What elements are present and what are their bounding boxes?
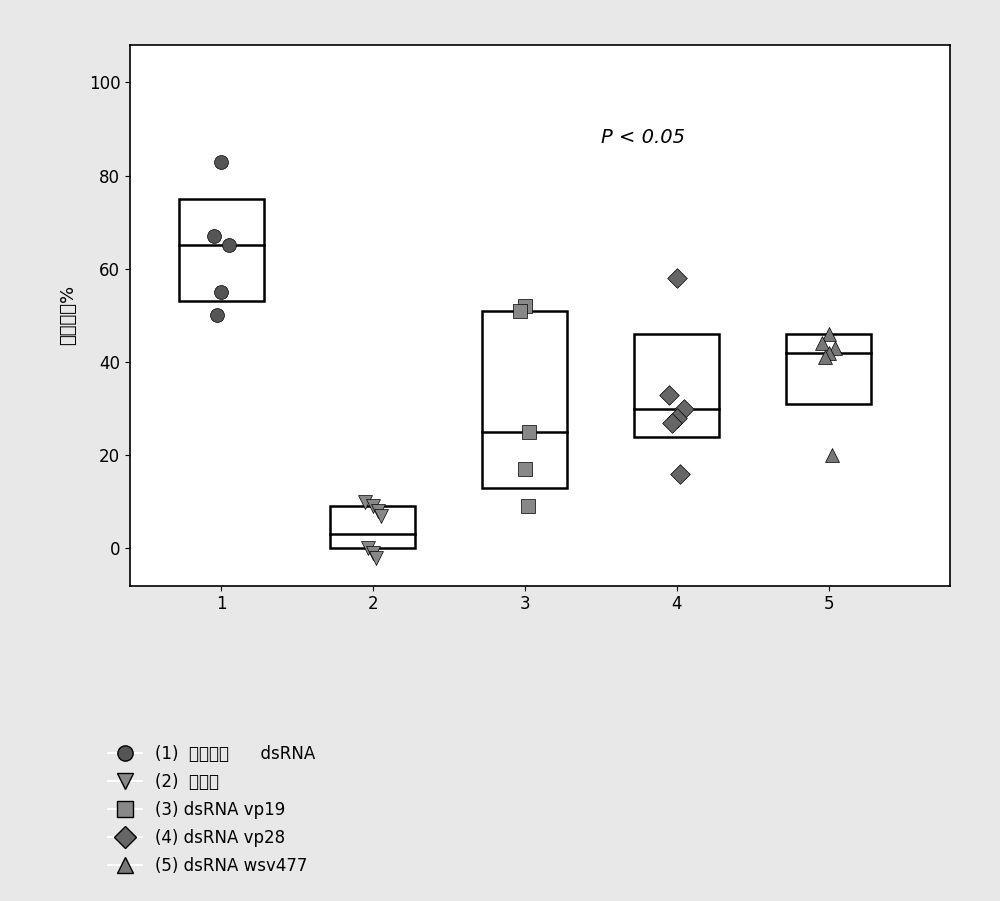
Point: [827, 341, 843, 355]
Point: [368, 551, 384, 565]
Bar: [179, 199, 264, 301]
Point: [520, 499, 536, 514]
Y-axis label: 死亡率，%: 死亡率，%: [60, 286, 78, 345]
Point: [664, 415, 680, 430]
Point: [370, 504, 386, 518]
Point: [206, 229, 222, 243]
Point: [521, 424, 537, 439]
Point: [517, 462, 533, 477]
Point: [821, 327, 837, 341]
Point: [669, 271, 685, 286]
Point: [213, 154, 229, 168]
Point: [213, 285, 229, 299]
Point: [365, 546, 381, 560]
Point: [373, 508, 389, 523]
Point: [814, 336, 830, 350]
Point: [824, 448, 840, 462]
Bar: [634, 334, 719, 436]
Point: [517, 299, 533, 314]
Point: [676, 401, 692, 415]
Legend: (1)  非特异性      dsRNA, (2)  无攻击, (3) dsRNA vp19, (4) dsRNA vp28, (5) dsRNA wsv477: (1) 非特异性 dsRNA, (2) 无攻击, (3) dsRNA vp19,…: [108, 744, 315, 875]
Point: [817, 350, 833, 365]
Bar: [330, 506, 415, 549]
Bar: [482, 311, 567, 487]
Point: [357, 495, 373, 509]
Point: [672, 467, 688, 481]
Text: P < 0.05: P < 0.05: [601, 128, 685, 147]
Point: [512, 304, 528, 318]
Point: [209, 308, 225, 323]
Point: [821, 345, 837, 359]
Point: [360, 542, 376, 556]
Bar: [786, 334, 871, 404]
Point: [365, 499, 381, 514]
Point: [669, 411, 685, 425]
Point: [221, 238, 237, 252]
Point: [661, 387, 677, 402]
